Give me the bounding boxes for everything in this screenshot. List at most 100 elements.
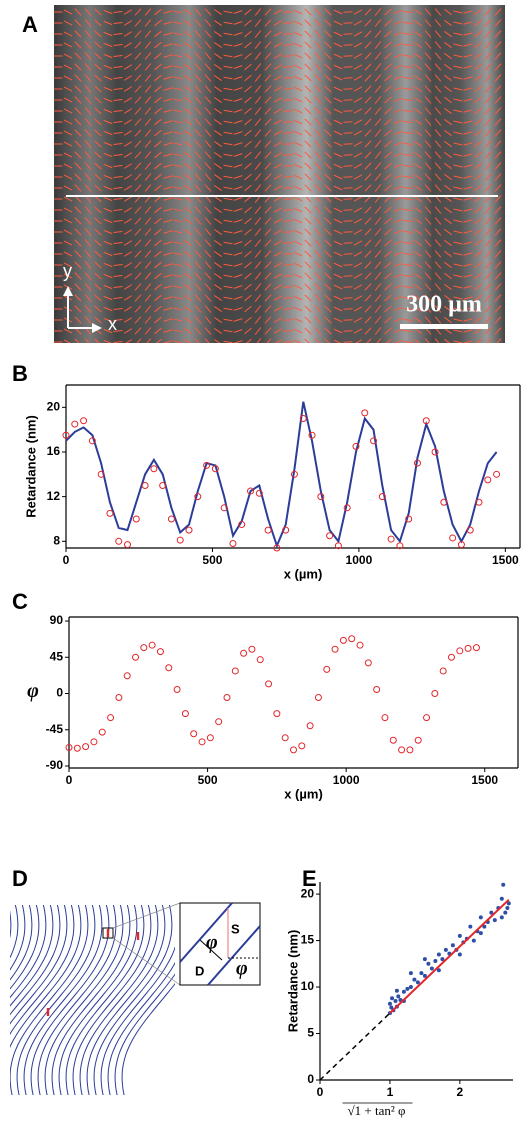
director — [284, 155, 293, 156]
director — [284, 177, 293, 178]
data-point — [249, 646, 255, 652]
data-point — [395, 989, 399, 993]
director — [284, 166, 293, 167]
director — [284, 111, 293, 112]
data-point — [409, 985, 413, 989]
layer-curves — [0, 900, 200, 1100]
director — [284, 309, 293, 310]
panel-label: B — [12, 361, 28, 386]
data-point — [282, 735, 288, 741]
data-point — [437, 953, 441, 957]
director — [284, 23, 293, 24]
series-line — [66, 402, 497, 546]
series-line — [320, 1013, 390, 1080]
data-point — [241, 650, 247, 656]
data-point — [494, 471, 500, 477]
data-point — [116, 695, 122, 701]
data-point — [81, 418, 87, 424]
director — [284, 45, 293, 46]
x-tick-label: 1000 — [333, 773, 360, 787]
data-point — [207, 735, 213, 741]
x-tick-label: 0 — [63, 553, 70, 567]
data-point — [500, 915, 504, 919]
director — [284, 67, 293, 68]
layer-curve — [0, 900, 32, 1100]
data-point — [133, 516, 139, 522]
y-tick-label: 16 — [47, 444, 61, 458]
data-point — [191, 731, 197, 737]
data-point — [349, 636, 355, 642]
data-point — [324, 666, 330, 672]
phi-label: φ — [206, 932, 218, 954]
data-point — [501, 883, 505, 887]
data-point — [72, 421, 78, 427]
data-point — [415, 737, 421, 743]
data-point — [142, 482, 148, 488]
director — [284, 78, 293, 79]
x-tick-label: 2 — [457, 1085, 464, 1099]
x-axis-title: √1 + tan² φ — [348, 1103, 406, 1118]
x-tick-label: 1000 — [346, 553, 373, 567]
y-tick-label: 20 — [301, 886, 315, 900]
data-point — [266, 681, 272, 687]
data-point — [299, 743, 305, 749]
panel-label: C — [12, 589, 28, 614]
director — [284, 188, 293, 189]
data-point — [485, 477, 491, 483]
axis-x-label: x — [108, 314, 117, 334]
data-point — [83, 744, 89, 750]
layer-curve — [0, 900, 60, 1100]
data-point — [388, 536, 394, 542]
data-point — [409, 971, 413, 975]
data-point — [396, 994, 400, 998]
data-point — [107, 510, 113, 516]
y-tick-label: 12 — [47, 489, 61, 503]
y-tick-label: 0 — [56, 686, 63, 700]
director — [284, 287, 293, 288]
data-point — [458, 934, 462, 938]
data-point — [157, 649, 163, 655]
director — [284, 56, 293, 57]
series-line — [390, 900, 509, 1013]
data-point — [374, 686, 380, 692]
data-point — [199, 739, 205, 745]
data-point — [503, 911, 507, 915]
data-point — [450, 535, 456, 541]
data-point — [407, 747, 413, 753]
x-tick-label: 0 — [317, 1085, 324, 1099]
layer-curve — [0, 900, 4, 1100]
data-point — [274, 711, 280, 717]
data-point — [412, 978, 416, 982]
x-axis-title: x (µm) — [284, 786, 323, 801]
data-point — [423, 957, 427, 961]
data-point — [426, 962, 430, 966]
data-point — [440, 668, 446, 674]
director — [284, 342, 293, 343]
data-point — [465, 645, 471, 651]
data-point — [419, 971, 423, 975]
scale-bar-label: 300 µm — [406, 292, 482, 318]
zoom-line — [113, 903, 180, 928]
data-point — [216, 719, 222, 725]
data-point — [74, 745, 80, 751]
director — [284, 133, 293, 134]
panel-d: D D S φ φ — [0, 866, 260, 1100]
data-point — [472, 939, 476, 943]
data-point — [458, 953, 462, 957]
y-tick-label: 20 — [47, 400, 61, 414]
y-axis-title: Retardance (nm) — [285, 930, 300, 1033]
y-tick-label: 5 — [307, 1026, 314, 1040]
s-label: S — [231, 921, 240, 936]
layer-curve — [0, 900, 11, 1100]
data-point — [332, 646, 338, 652]
x-tick-label: 500 — [202, 553, 222, 567]
defect-mark — [107, 929, 109, 937]
data-point — [99, 729, 105, 735]
y-tick-label: 45 — [50, 649, 64, 663]
director — [284, 265, 293, 266]
data-point — [505, 906, 509, 910]
y-tick-label: 15 — [301, 933, 315, 947]
data-point — [182, 711, 188, 717]
data-point — [141, 645, 147, 651]
